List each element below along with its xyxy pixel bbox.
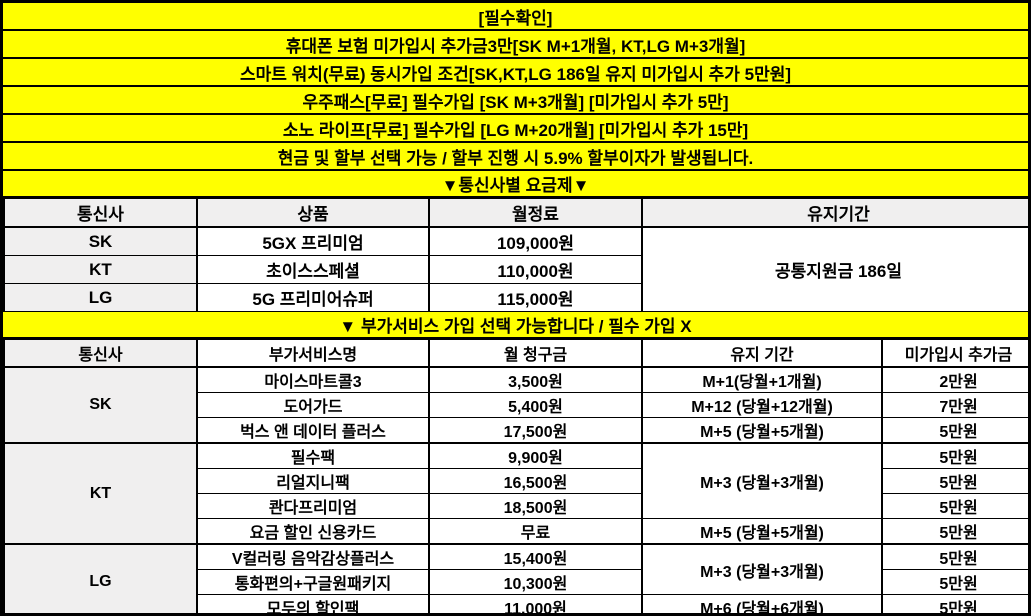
penalty-cell: 5만원 xyxy=(881,417,1028,444)
period-cell: M+5 (당월+5개월) xyxy=(641,518,883,545)
monthly-fee-cell: 10,300원 xyxy=(428,569,643,595)
penalty-cell: 2만원 xyxy=(881,366,1028,393)
product-cell: 초이스스페셜 xyxy=(196,255,430,284)
notice-payment: 현금 및 할부 선택 가능 / 할부 진행 시 5.9% 할부이자가 발생됩니다… xyxy=(3,143,1028,171)
plan-row-sk: SK 5GX 프리미엄 109,000원 공통지원금 186일 xyxy=(3,226,1028,312)
notice-insurance: 휴대폰 보험 미가입시 추가금3만[SK M+1개월, KT,LG M+3개월] xyxy=(3,31,1028,59)
service-name-cell: 요금 할인 신용카드 xyxy=(196,518,430,545)
service-name-cell: 벅스 앤 데이터 플러스 xyxy=(196,417,430,444)
plan-section-header: ▼통신사별 요금제▼ xyxy=(3,171,1028,198)
carrier-cell: LG xyxy=(3,283,198,312)
plan-row-kt: KT 초이스스페셜 110,000원 xyxy=(3,255,1028,284)
plan-header-product: 상품 xyxy=(196,198,430,228)
period-merged-cell: M+3 (당월+3개월) xyxy=(641,543,883,595)
carrier-cell: KT xyxy=(3,442,198,545)
carrier-cell: LG xyxy=(3,543,198,613)
penalty-cell: 5만원 xyxy=(881,493,1028,519)
monthly-fee-cell: 3,500원 xyxy=(428,366,643,393)
period-merged-cell: M+3 (당월+3개월) xyxy=(641,442,883,519)
addon-header-carrier: 통신사 xyxy=(3,339,198,368)
service-name-cell: 마이스마트콜3 xyxy=(196,366,430,393)
product-cell: 5G 프리미어슈퍼 xyxy=(196,283,430,312)
carrier-cell: SK xyxy=(3,366,198,444)
addon-header-penalty: 미가입시 추가금 xyxy=(881,339,1028,368)
addon-header-period: 유지 기간 xyxy=(641,339,883,368)
service-name-cell: 리얼지니팩 xyxy=(196,468,430,494)
fee-cell: 115,000원 xyxy=(428,283,643,312)
monthly-fee-cell: 15,400원 xyxy=(428,543,643,570)
addon-section-header: ▼ 부가서비스 가입 선택 가능합니다 / 필수 가입 X xyxy=(3,312,1028,339)
product-cell: 5GX 프리미엄 xyxy=(196,226,430,256)
addon-header-row: 통신사 부가서비스명 월 청구금 유지 기간 미가입시 추가금 xyxy=(3,339,1028,368)
monthly-fee-cell: 9,900원 xyxy=(428,442,643,469)
addon-row: LG V컬러링 음악감상플러스 15,400원 M+3 (당월+3개월) 5만원 xyxy=(3,543,1028,613)
fee-cell: 109,000원 xyxy=(428,226,643,256)
service-name-cell: 모두의 할인팩 xyxy=(196,594,430,613)
service-name-cell: 통화편의+구글원패키지 xyxy=(196,569,430,595)
period-cell: M+6 (당월+6개월) xyxy=(641,594,883,613)
fee-cell: 110,000원 xyxy=(428,255,643,284)
addon-row: 콴다프리미엄 18,500원 5만원 xyxy=(4,493,1028,519)
service-name-cell: 필수팩 xyxy=(196,442,430,469)
addon-row: 통화편의+구글원패키지 10,300원 5만원 xyxy=(4,569,1028,595)
plan-header-row: 통신사 상품 월정료 유지기간 xyxy=(3,198,1028,228)
notice-sono-life: 소노 라이프[무료] 필수가입 [LG M+20개월] [미가입시 추가 15만… xyxy=(3,115,1028,143)
carrier-cell: SK xyxy=(3,226,198,256)
addon-header-fee: 월 청구금 xyxy=(428,339,643,368)
period-cell: M+12 (당월+12개월) xyxy=(641,392,883,418)
plan-row-lg: LG 5G 프리미어슈퍼 115,000원 xyxy=(3,283,1028,312)
penalty-cell: 5만원 xyxy=(881,518,1028,545)
monthly-fee-cell: 11,000원 xyxy=(428,594,643,613)
monthly-fee-cell: 17,500원 xyxy=(428,417,643,444)
penalty-cell: 5만원 xyxy=(881,442,1028,469)
addon-table: 통신사 부가서비스명 월 청구금 유지 기간 미가입시 추가금 SK 마이스마트… xyxy=(3,339,1028,613)
service-name-cell: V컬러링 음악감상플러스 xyxy=(196,543,430,570)
penalty-cell: 5만원 xyxy=(881,594,1028,613)
addon-row: SK 마이스마트콜3 3,500원 M+1(당월+1개월) 2만원 xyxy=(3,366,1028,444)
service-name-cell: 콴다프리미엄 xyxy=(196,493,430,519)
support-merged-cell: 공통지원금 186일 xyxy=(641,226,1028,312)
plan-header-carrier: 통신사 xyxy=(3,198,198,228)
addon-row: 모두의 할인팩 11,000원 M+6 (당월+6개월) 5만원 xyxy=(4,594,1028,613)
monthly-fee-cell: 5,400원 xyxy=(428,392,643,418)
service-name-cell: 도어가드 xyxy=(196,392,430,418)
penalty-cell: 7만원 xyxy=(881,392,1028,418)
addon-header-name: 부가서비스명 xyxy=(196,339,430,368)
period-cell: M+5 (당월+5개월) xyxy=(641,417,883,444)
period-cell: M+1(당월+1개월) xyxy=(641,366,883,393)
penalty-cell: 5만원 xyxy=(881,569,1028,595)
addon-row: KT 필수팩 9,900원 M+3 (당월+3개월) 5만원 xyxy=(3,442,1028,545)
plan-table: 통신사 상품 월정료 유지기간 SK 5GX 프리미엄 109,000원 공통지… xyxy=(3,198,1028,312)
monthly-fee-cell: 무료 xyxy=(428,518,643,545)
monthly-fee-cell: 16,500원 xyxy=(428,468,643,494)
penalty-cell: 5만원 xyxy=(881,468,1028,494)
addon-row: 리얼지니팩 16,500원 5만원 xyxy=(4,468,1028,494)
notice-woojoo-pass: 우주패스[무료] 필수가입 [SK M+3개월] [미가입시 추가 5만] xyxy=(3,87,1028,115)
monthly-fee-cell: 18,500원 xyxy=(428,493,643,519)
carrier-cell: KT xyxy=(3,255,198,284)
addon-row: 도어가드 5,400원 M+12 (당월+12개월) 7만원 xyxy=(4,392,1028,418)
notice-title: [필수확인] xyxy=(3,3,1028,31)
notice-smartwatch: 스마트 워치(무료) 동시가입 조건[SK,KT,LG 186일 유지 미가입시… xyxy=(3,59,1028,87)
plan-header-fee: 월정료 xyxy=(428,198,643,228)
penalty-cell: 5만원 xyxy=(881,543,1028,570)
plan-header-period: 유지기간 xyxy=(641,198,1028,228)
